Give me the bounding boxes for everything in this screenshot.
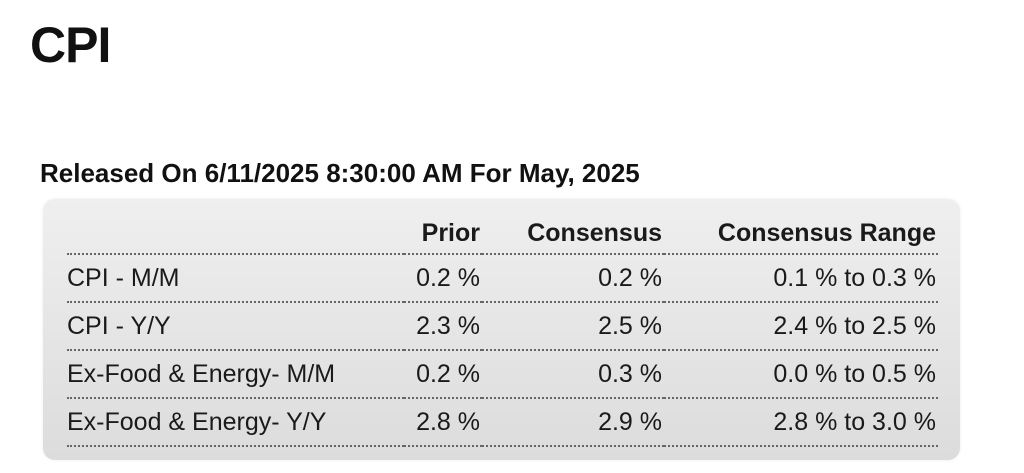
table-row: Ex-Food & Energy- M/M 0.2 % 0.3 % 0.0 % … [67,350,938,399]
consensus-value: 0.3 % [482,350,664,399]
row-label: Ex-Food & Energy- M/M [67,350,404,399]
table-row: CPI - Y/Y 2.3 % 2.5 % 2.4 % to 2.5 % [67,302,938,351]
consensus-range-value: 2.8 % to 3.0 % [664,398,938,447]
consensus-range-value: 0.0 % to 0.5 % [664,350,938,399]
consensus-value: 0.2 % [482,254,664,303]
row-label: CPI - Y/Y [67,302,404,351]
page-title: CPI [30,17,111,73]
header-label [67,213,404,255]
consensus-range-value: 2.4 % to 2.5 % [664,302,938,351]
header-prior: Prior [404,213,482,255]
release-info: Released On 6/11/2025 8:30:00 AM For May… [40,158,640,188]
header-consensus: Consensus [482,213,664,255]
table-row: Ex-Food & Energy- Y/Y 2.8 % 2.9 % 2.8 % … [67,398,938,447]
prior-value: 2.3 % [404,302,482,351]
consensus-value: 2.9 % [482,398,664,447]
prior-value: 0.2 % [404,350,482,399]
prior-value: 0.2 % [404,254,482,303]
cpi-table-panel: Prior Consensus Consensus Range CPI - M/… [43,199,960,460]
table-row: CPI - M/M 0.2 % 0.2 % 0.1 % to 0.3 % [67,254,938,303]
table-header-row: Prior Consensus Consensus Range [67,213,938,255]
consensus-value: 2.5 % [482,302,664,351]
cpi-table: Prior Consensus Consensus Range CPI - M/… [67,213,938,447]
consensus-range-value: 0.1 % to 0.3 % [664,254,938,303]
prior-value: 2.8 % [404,398,482,447]
header-consensus-range: Consensus Range [664,213,938,255]
row-label: Ex-Food & Energy- Y/Y [67,398,404,447]
row-label: CPI - M/M [67,254,404,303]
